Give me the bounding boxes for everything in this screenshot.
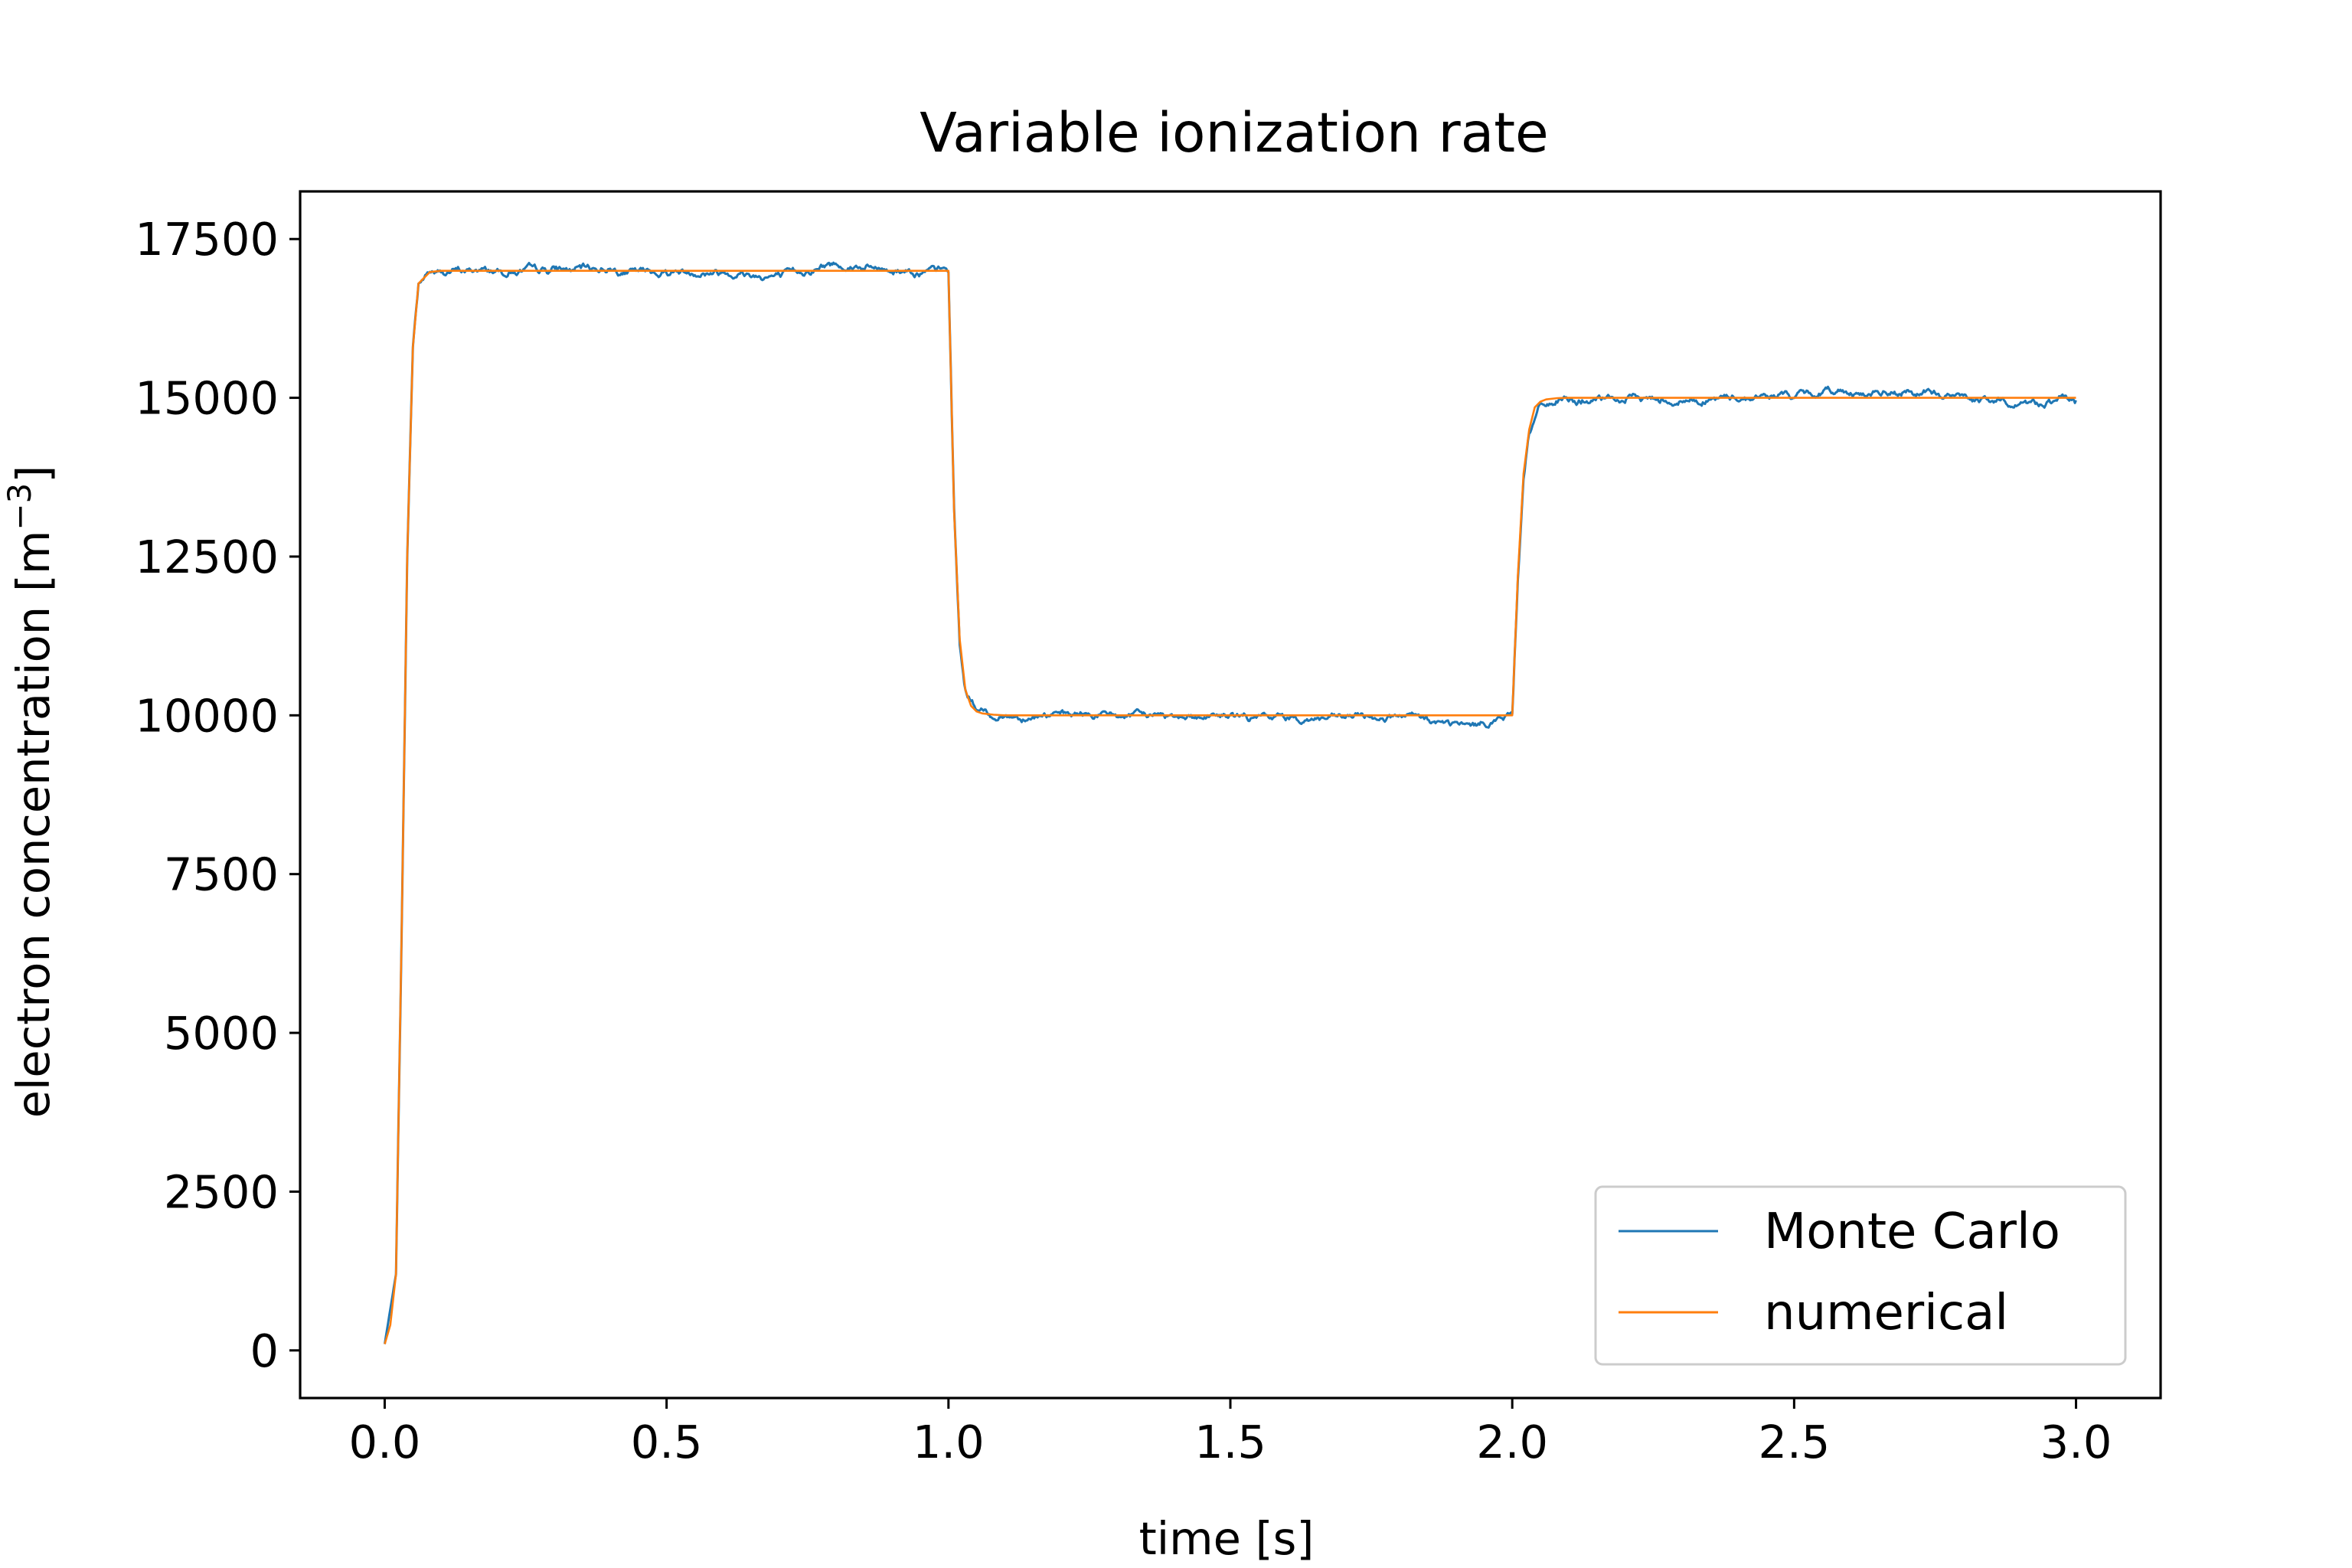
y-axis: 0 2500 5000 7500 10000 12500 15000 17500 [135,213,300,1377]
legend-label: Monte Carlo [1764,1204,2060,1260]
y-axis-title-exponent: −3 [1,483,38,531]
x-tick-label: 2.5 [1758,1416,1830,1468]
legend-label: numerical [1764,1285,2008,1341]
x-tick-label: 1.5 [1194,1416,1266,1468]
series-line-numerical [384,270,2076,1344]
x-tick-label: 3.0 [2040,1416,2112,1468]
y-tick-label: 17500 [135,213,279,266]
chart-title: Variable ionization rate [920,101,1549,165]
y-axis-title: electron concentration [m−3] [1,466,60,1119]
x-tick-label: 0.0 [349,1416,421,1468]
x-tick-label: 0.5 [631,1416,703,1468]
x-tick-label: 2.0 [1476,1416,1548,1468]
y-tick-label: 15000 [135,372,279,425]
y-tick-label: 10000 [135,689,279,742]
x-axis: 0.0 0.5 1.0 1.5 2.0 2.5 3.0 [349,1398,2112,1468]
legend: Monte Carlo numerical [1594,1185,2127,1366]
y-tick-label: 12500 [135,531,279,583]
y-axis-title-close: ] [7,466,60,483]
x-tick-label: 1.0 [913,1416,985,1468]
y-tick-label: 0 [250,1325,279,1377]
y-tick-label: 7500 [164,848,279,901]
legend-box [1594,1185,2127,1366]
y-axis-title-main: electron concentration [m [7,531,60,1119]
y-tick-label: 2500 [164,1165,279,1218]
y-tick-label: 5000 [164,1007,279,1060]
x-axis-title: time [s] [1139,1512,1315,1565]
